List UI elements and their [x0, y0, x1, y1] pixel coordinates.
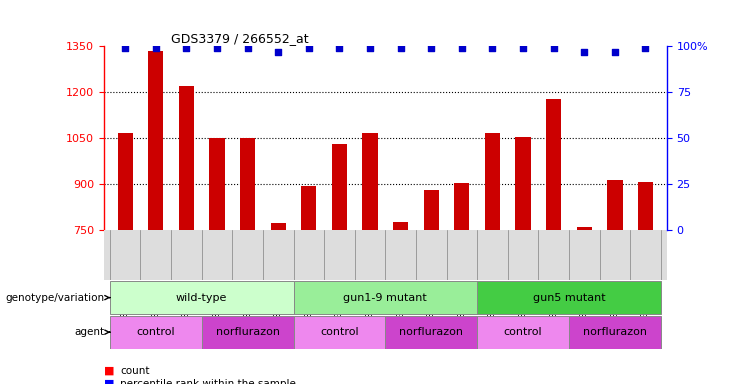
Point: [303, 45, 315, 51]
Text: norflurazon: norflurazon: [216, 327, 279, 337]
Bar: [270, 223, 286, 230]
Bar: [210, 138, 225, 230]
Bar: [516, 137, 531, 230]
Point: [456, 45, 468, 51]
Point: [333, 45, 345, 51]
Bar: [576, 227, 592, 230]
Point: [609, 48, 621, 55]
Bar: [362, 133, 378, 230]
Bar: [424, 190, 439, 230]
Bar: [393, 222, 408, 230]
Bar: [477, 316, 569, 349]
Bar: [638, 182, 653, 230]
Bar: [385, 316, 477, 349]
Point: [181, 45, 193, 51]
Bar: [179, 86, 194, 230]
Text: genotype/variation: genotype/variation: [5, 293, 110, 303]
Point: [211, 45, 223, 51]
Bar: [202, 316, 293, 349]
Point: [272, 48, 284, 55]
Bar: [110, 281, 293, 314]
Point: [242, 45, 253, 51]
Bar: [454, 184, 470, 230]
Bar: [293, 281, 477, 314]
Point: [548, 45, 559, 51]
Text: norflurazon: norflurazon: [583, 327, 647, 337]
Bar: [546, 99, 562, 230]
Point: [639, 45, 651, 51]
Text: control: control: [136, 327, 175, 337]
Text: gun5 mutant: gun5 mutant: [533, 293, 605, 303]
Bar: [477, 281, 661, 314]
Point: [487, 45, 499, 51]
Text: wild-type: wild-type: [176, 293, 227, 303]
Point: [425, 45, 437, 51]
Text: ■: ■: [104, 366, 114, 376]
Point: [150, 45, 162, 51]
Text: control: control: [504, 327, 542, 337]
Point: [517, 45, 529, 51]
Bar: [332, 144, 347, 230]
Bar: [148, 51, 164, 230]
Bar: [118, 133, 133, 230]
Text: agent: agent: [74, 327, 110, 337]
Text: norflurazon: norflurazon: [399, 327, 463, 337]
Bar: [240, 138, 255, 230]
Text: ■: ■: [104, 379, 114, 384]
Bar: [293, 316, 385, 349]
Point: [578, 48, 590, 55]
Bar: [607, 180, 622, 230]
Text: GDS3379 / 266552_at: GDS3379 / 266552_at: [171, 32, 309, 45]
Text: control: control: [320, 327, 359, 337]
Bar: [110, 316, 202, 349]
Text: count: count: [120, 366, 150, 376]
Point: [364, 45, 376, 51]
Bar: [301, 186, 316, 230]
Point: [395, 45, 407, 51]
Bar: [485, 133, 500, 230]
Text: gun1-9 mutant: gun1-9 mutant: [343, 293, 428, 303]
Text: percentile rank within the sample: percentile rank within the sample: [120, 379, 296, 384]
Bar: [569, 316, 661, 349]
Point: [119, 45, 131, 51]
